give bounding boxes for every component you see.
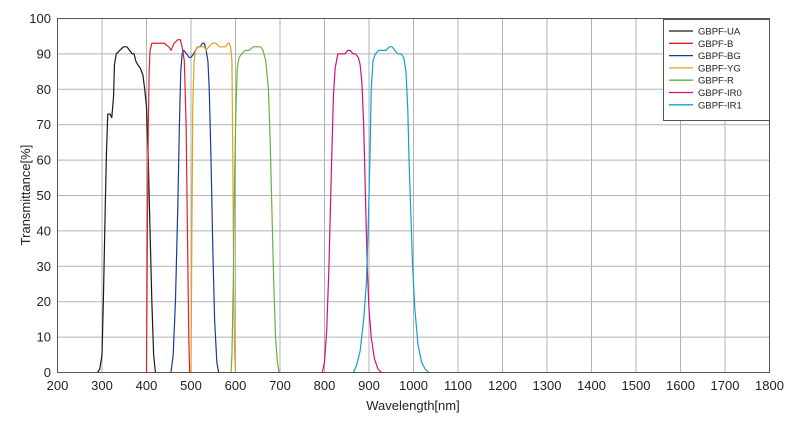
legend-label: GBPF-IR0: [698, 88, 742, 99]
series-line-gbpf-yg: [190, 42, 237, 373]
x-tick-label: 1200: [488, 378, 517, 393]
x-axis-ticks: 200 300 400 500 600 700 800 900 1000 1100 1200 1300…: [47, 378, 784, 393]
x-tick-label: 400: [136, 378, 158, 393]
x-tick-label: 700: [269, 378, 291, 393]
legend-label: GBPF-UA: [698, 27, 741, 38]
y-axis-title: Transmittance[%]: [18, 145, 33, 246]
x-tick-label: 1300: [533, 378, 562, 393]
x-tick-label: 900: [358, 378, 380, 393]
series-line-gbpf-ir0: [321, 49, 382, 373]
plot-frame: [57, 18, 770, 373]
series-line-gbpf-ua: [97, 46, 156, 373]
y-tick-label: 70: [37, 117, 51, 132]
x-tick-label: 1000: [399, 378, 428, 393]
series-line-gbpf-b: [145, 39, 191, 373]
legend-label: GBPF-YG: [698, 63, 741, 74]
x-axis-title: Wavelength[nm]: [366, 398, 459, 413]
legend-label: GBPF-R: [698, 76, 734, 87]
x-tick-label: 800: [314, 378, 336, 393]
grid: [57, 18, 770, 373]
legend-label: GBPF-IR1: [698, 100, 742, 111]
y-tick-label: 90: [37, 46, 51, 61]
legend-label: GBPF-B: [698, 39, 733, 50]
x-tick-label: 200: [47, 378, 69, 393]
x-tick-label: 500: [180, 378, 202, 393]
series-line-gbpf-ir1: [352, 46, 430, 373]
y-tick-label: 50: [37, 188, 51, 203]
x-tick-label: 1400: [577, 378, 606, 393]
y-tick-label: 60: [37, 153, 51, 168]
x-tick-label: 600: [225, 378, 247, 393]
legend-box: [663, 19, 770, 121]
x-tick-label: 1800: [755, 378, 784, 393]
x-tick-label: 1600: [666, 378, 695, 393]
y-axis-ticks: 0 10 20 30 40 50 60 70 80 90 100: [29, 11, 51, 380]
x-tick-label: 1500: [622, 378, 651, 393]
y-tick-label: 10: [37, 330, 51, 345]
series-layer: [97, 39, 430, 373]
legend: GBPF-UAGBPF-BGBPF-BGGBPF-YGGBPF-RGBPF-IR…: [663, 19, 770, 121]
y-tick-label: 20: [37, 294, 51, 309]
y-tick-label: 100: [29, 11, 51, 26]
x-tick-label: 1700: [711, 378, 740, 393]
series-line-gbpf-bg: [170, 42, 220, 373]
x-tick-label: 1100: [444, 378, 472, 393]
y-tick-label: 80: [37, 82, 51, 97]
y-tick-label: 40: [37, 223, 51, 238]
legend-label: GBPF-BG: [698, 51, 741, 62]
y-tick-label: 0: [44, 365, 51, 380]
series-line-gbpf-r: [230, 46, 280, 373]
x-tick-label: 300: [91, 378, 113, 393]
y-tick-label: 30: [37, 259, 51, 274]
